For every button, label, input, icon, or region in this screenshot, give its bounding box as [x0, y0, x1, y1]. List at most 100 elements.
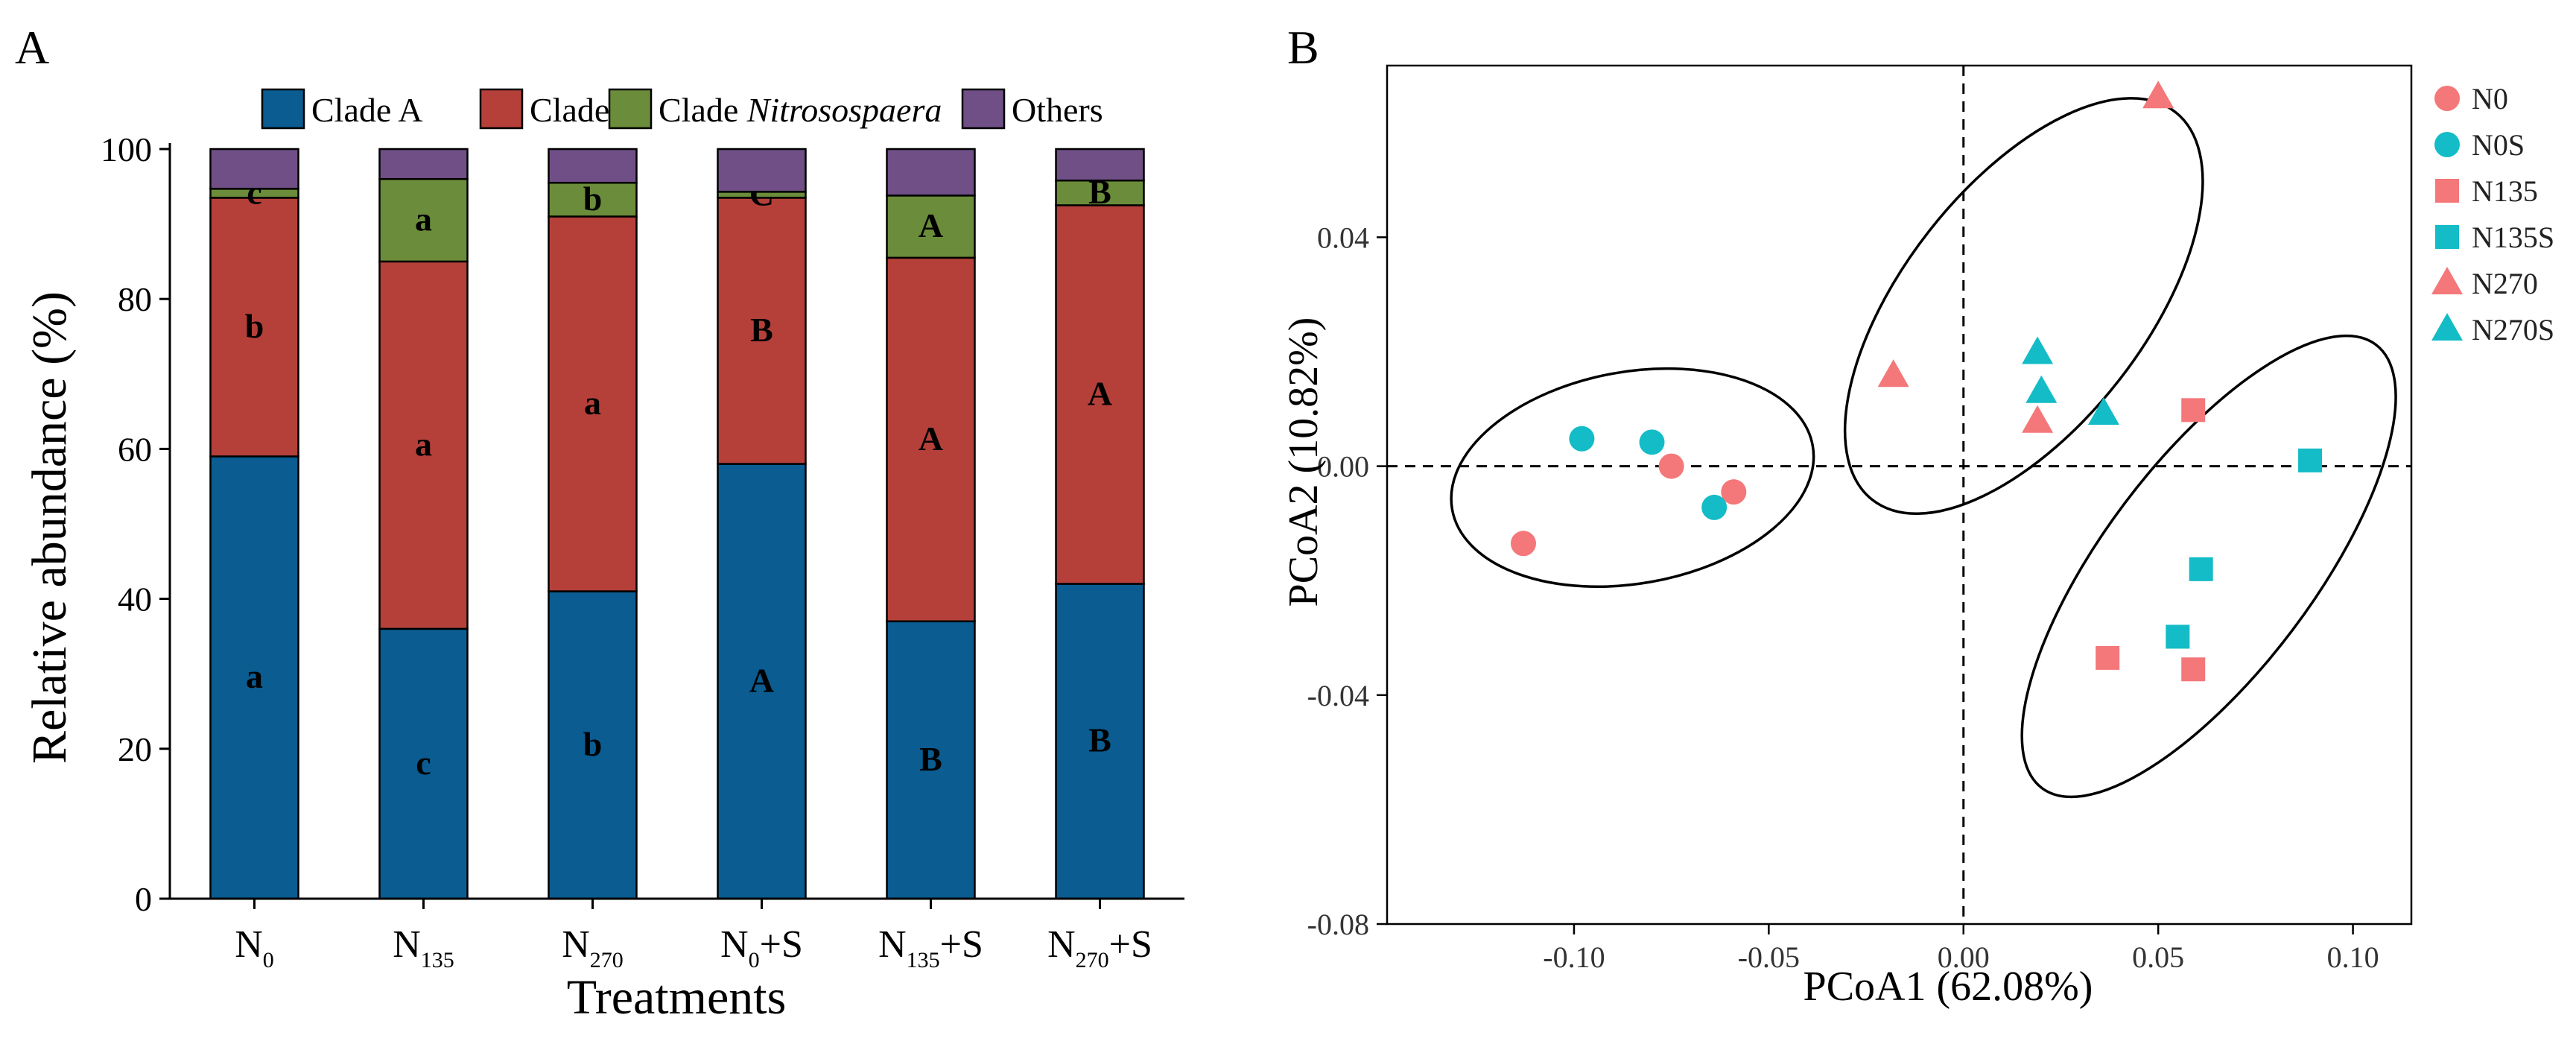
significance-label: a [415, 425, 432, 463]
panel-b: B -0.10 -0.05 0.00 0.05 0.10 -0.08 -0.04 0.00 0.… [1281, 21, 2554, 1010]
bar-x-axis-title: Treatments [567, 970, 787, 1025]
y-tick-label: 20 [118, 730, 152, 768]
bar-segment-others-4 [717, 148, 807, 193]
bar-segment-clade_nitrososphaera-5 [886, 194, 976, 259]
point-n270s-3 [2087, 396, 2119, 425]
x-tick-label: N135 [393, 923, 454, 972]
legend-swatch-clade_b [479, 88, 524, 130]
point-n135s-3 [2166, 624, 2190, 649]
x-tick-label: 0.05 [2132, 940, 2184, 974]
significance-label: A [919, 420, 943, 458]
point-n270s-1 [2022, 336, 2054, 364]
legend-swatch-others [961, 88, 1006, 130]
significance-label: a [415, 200, 432, 238]
bar-y-axis-title: Relative abundance (%) [22, 291, 77, 764]
significance-label: A [919, 206, 943, 244]
x-tick-label: N135+S [878, 923, 983, 972]
bar-segment-others-6 [1055, 148, 1145, 182]
legend-label-clade_a: Clade A [311, 91, 422, 129]
x-tick-label: 0.10 [2327, 940, 2379, 974]
bar-segment-others-3 [548, 148, 638, 184]
point-n135s-2 [2189, 557, 2213, 581]
legend-marker-n0 [2434, 86, 2460, 111]
point-n135-2 [2096, 645, 2120, 670]
point-n135-3 [2181, 657, 2206, 682]
point-n270-1 [1877, 359, 1909, 387]
legend-marker-n270s [2431, 313, 2463, 341]
bar-segment-clade_nitrososphaera-3 [548, 182, 638, 218]
legend-marker-n270 [2431, 267, 2463, 294]
pcoa-legend: N0 N0S N135 N135S N270 N270S [2431, 82, 2554, 347]
significance-label: b [583, 180, 603, 218]
point-n135s-1 [2298, 448, 2323, 472]
legend-label-n135: N135 [2472, 174, 2538, 208]
y-tick-label: 0 [135, 880, 152, 918]
x-tick-label: N270+S [1047, 923, 1152, 972]
panel-a-label: A [15, 21, 49, 74]
bar-segment-clade_b-4 [717, 197, 807, 465]
significance-label: B [1088, 721, 1111, 759]
panel-b-label: B [1287, 21, 1319, 74]
bar-segment-clade_a-6 [1055, 583, 1145, 900]
significance-label: c [416, 744, 431, 782]
significance-label: a [246, 657, 263, 695]
legend-swatch-clade_a [261, 88, 305, 130]
pcoa-plot: -0.10 -0.05 0.00 0.05 0.10 -0.08 -0.04 0.00 0.04 [1307, 64, 2413, 974]
x-tick-label: -0.05 [1738, 940, 1800, 974]
group-ellipse-1 [1450, 367, 1815, 588]
legend-label-n135s: N135S [2472, 221, 2554, 254]
legend-swatch-clade_nitrososphaera [608, 88, 653, 130]
significance-label: b [245, 307, 264, 345]
legend-label-n0: N0 [2472, 82, 2508, 116]
legend-label-n0s: N0S [2472, 128, 2525, 162]
y-tick-label: -0.04 [1307, 679, 1369, 712]
pcoa-y-axis-title: PCoA2 (10.82%) [1281, 317, 1327, 607]
bar-plot: abcN0caaN135babN270ABCN0+SBAAN135+SBABN2… [101, 130, 1184, 972]
point-n270s-2 [2025, 375, 2058, 403]
x-tick-label: -0.10 [1543, 940, 1605, 974]
y-tick-label: 100 [101, 130, 152, 168]
point-n0-3 [1721, 479, 1747, 505]
bar-segment-clade_a-3 [548, 590, 638, 900]
group-ellipse-2 [1843, 97, 2204, 516]
significance-label: B [919, 740, 942, 778]
significance-label: A [749, 661, 774, 699]
point-n0-2 [1658, 453, 1684, 479]
bar-segment-others-5 [886, 148, 976, 197]
bar-segment-others-2 [378, 148, 469, 180]
point-n135-1 [2181, 398, 2206, 423]
point-n0s-3 [1701, 494, 1728, 520]
bar-legend: Clade A Clade B Clade Nitrosospaera Others [261, 88, 1103, 130]
bar-segment-clade_b-3 [548, 215, 638, 592]
x-tick-label: N0+S [720, 923, 803, 972]
x-tick-label: 0.00 [1938, 940, 1990, 974]
y-tick-label: -0.08 [1307, 908, 1369, 941]
legend-label-clade_nitrososphaera: Clade Nitrosospaera [659, 91, 942, 129]
significance-label: B [750, 311, 773, 349]
bar-segment-clade_a-1 [209, 455, 299, 900]
bar-segment-clade_b-5 [886, 256, 976, 623]
legend-label-n270: N270 [2472, 267, 2538, 300]
bar-segment-clade_b-2 [378, 260, 469, 630]
significance-label: b [583, 725, 603, 763]
bar-segment-clade_a-5 [886, 620, 976, 900]
significance-label: A [1088, 374, 1112, 412]
y-tick-label: 40 [118, 580, 152, 619]
x-tick-label: N0 [235, 923, 274, 972]
y-tick-label: 0.00 [1317, 450, 1369, 484]
bar-segment-clade_nitrososphaera-6 [1055, 180, 1145, 206]
pcoa-x-axis-title: PCoA1 (62.08%) [1803, 964, 2093, 1010]
point-n0s-1 [1569, 425, 1595, 452]
panel-a: A Clade A Clade B Clade Nitrosospaera Other… [15, 21, 1184, 1025]
point-n270-3 [2142, 80, 2174, 109]
y-tick-label: 0.04 [1317, 221, 1369, 254]
bar-segment-clade_a-4 [717, 463, 807, 900]
legend-marker-n135 [2435, 179, 2459, 203]
bar-segment-clade_nitrososphaera-2 [378, 177, 469, 263]
legend-label-n270s: N270S [2472, 313, 2554, 347]
legend-label-others: Others [1012, 91, 1103, 129]
x-tick-label: N270 [562, 923, 624, 972]
bar-segment-clade_b-6 [1055, 204, 1145, 585]
significance-label: a [584, 384, 601, 422]
